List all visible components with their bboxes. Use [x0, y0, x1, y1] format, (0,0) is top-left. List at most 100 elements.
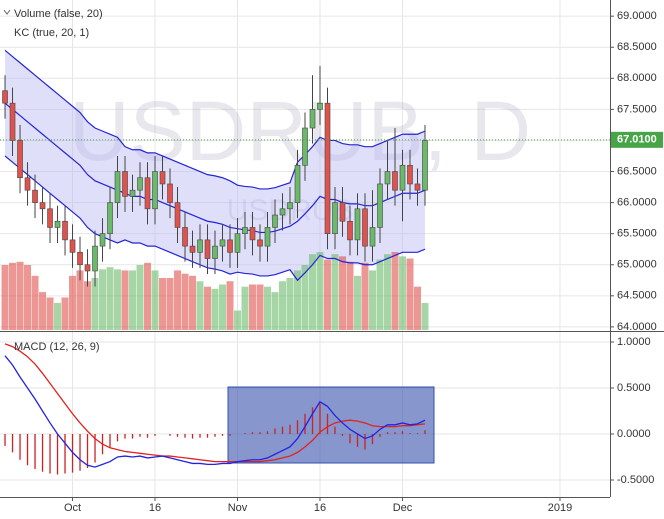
candle-body	[69, 239, 76, 253]
candle-body	[159, 171, 166, 185]
candle-body	[137, 177, 143, 191]
candle-body	[197, 239, 203, 253]
x-tick-label: Dec	[393, 502, 413, 514]
plot-layer	[0, 49, 610, 330]
x-tick-label: 16	[149, 502, 161, 514]
volume-bar	[204, 286, 212, 330]
candle-body	[249, 227, 256, 241]
volume-bar	[151, 270, 159, 330]
candle-body	[339, 202, 346, 222]
volume-bar	[368, 270, 376, 330]
volume-bar	[31, 275, 39, 330]
volume-bar	[189, 275, 197, 330]
x-tick-label: Nov	[228, 502, 248, 514]
volume-bar	[99, 269, 107, 330]
last-price-label: 67.0100	[617, 134, 657, 146]
volume-bar	[121, 270, 129, 330]
candle-body	[24, 177, 31, 191]
candle-body	[407, 165, 413, 185]
volume-bar	[413, 286, 421, 330]
y-tick-label: 64.0000	[617, 321, 657, 333]
candle-body	[17, 140, 23, 179]
volume-bar	[144, 262, 152, 330]
candle-body	[317, 102, 323, 110]
kc-line	[4, 49, 426, 190]
candle-body	[287, 202, 293, 210]
candle-body	[182, 227, 188, 247]
candle-body	[47, 208, 53, 228]
y-tick-label: 68.0000	[617, 72, 657, 84]
candle-body	[167, 183, 173, 203]
volume-bar	[174, 270, 182, 330]
volume-bar	[338, 256, 346, 330]
volume-bar	[353, 275, 361, 330]
volume-bar	[114, 269, 122, 330]
volume-bar	[406, 258, 414, 330]
y-tick-label: 1.0000	[617, 336, 651, 348]
watermark: USDRUB, D	[69, 84, 531, 178]
volume-bar	[219, 284, 227, 330]
volume-bar	[159, 278, 167, 330]
volume-bar	[301, 265, 309, 330]
candle-body	[39, 202, 46, 210]
volume-bar	[308, 254, 316, 330]
candle-body	[234, 233, 241, 253]
candle-body	[362, 208, 368, 247]
y-tick-label: -0.5000	[617, 474, 654, 486]
volume-bar	[166, 278, 174, 330]
candle-body	[354, 208, 361, 241]
volume-bar	[346, 261, 354, 330]
volume-bar	[249, 284, 257, 330]
volume-bar	[46, 297, 54, 330]
macd-legend: MACD (12, 26, 9)	[14, 341, 100, 353]
candle-body	[279, 208, 286, 216]
volume-bar	[398, 256, 406, 330]
volume-bar	[129, 270, 137, 330]
candle-body	[62, 220, 68, 241]
x-tick-label: 2019	[548, 502, 572, 514]
candle-body	[384, 171, 391, 185]
volume-bar	[361, 262, 369, 330]
candle-body	[392, 171, 398, 191]
candle-body	[219, 239, 226, 247]
volume-bar	[106, 267, 114, 330]
candle-body	[309, 109, 316, 129]
volume-bar	[331, 254, 339, 330]
volume-bar	[196, 281, 204, 330]
last-price-box	[611, 131, 663, 148]
candle-body	[369, 227, 376, 247]
volume-bar	[234, 310, 242, 330]
candle-body	[107, 202, 113, 234]
volume-bar	[226, 281, 234, 330]
volume-bar	[241, 286, 249, 330]
candle-body	[377, 183, 383, 228]
candle-body	[302, 127, 308, 166]
x-tick-label: Oct	[64, 502, 81, 514]
volume-bar	[9, 262, 17, 330]
candle-body	[332, 202, 338, 234]
volume-bar	[383, 254, 391, 330]
x-tick-label: 16	[314, 502, 326, 514]
candle-body	[54, 220, 61, 228]
volume-bar	[323, 259, 331, 330]
volume-bar	[76, 270, 84, 330]
candle-body	[2, 90, 8, 104]
volume-bar	[279, 281, 287, 330]
axis-layer: 64.0000 64.5000 65.0000 65.5000 66.0000 66.50…	[64, 10, 663, 514]
volume-bar	[54, 302, 62, 330]
macd-layer	[4, 343, 426, 475]
volume-bar	[294, 270, 302, 330]
volume-bar	[376, 259, 384, 330]
candle-body	[422, 140, 428, 191]
volume-bar	[181, 273, 189, 330]
y-tick-label: 0.5000	[617, 382, 651, 394]
candle-body	[114, 171, 121, 203]
volume-bar	[91, 278, 99, 330]
volume-bar	[256, 284, 264, 330]
volume-bar	[69, 275, 77, 330]
candle-body	[77, 252, 83, 266]
collapse-icon[interactable]	[3, 9, 11, 15]
candle-body	[227, 239, 233, 253]
candle-body	[92, 245, 98, 272]
